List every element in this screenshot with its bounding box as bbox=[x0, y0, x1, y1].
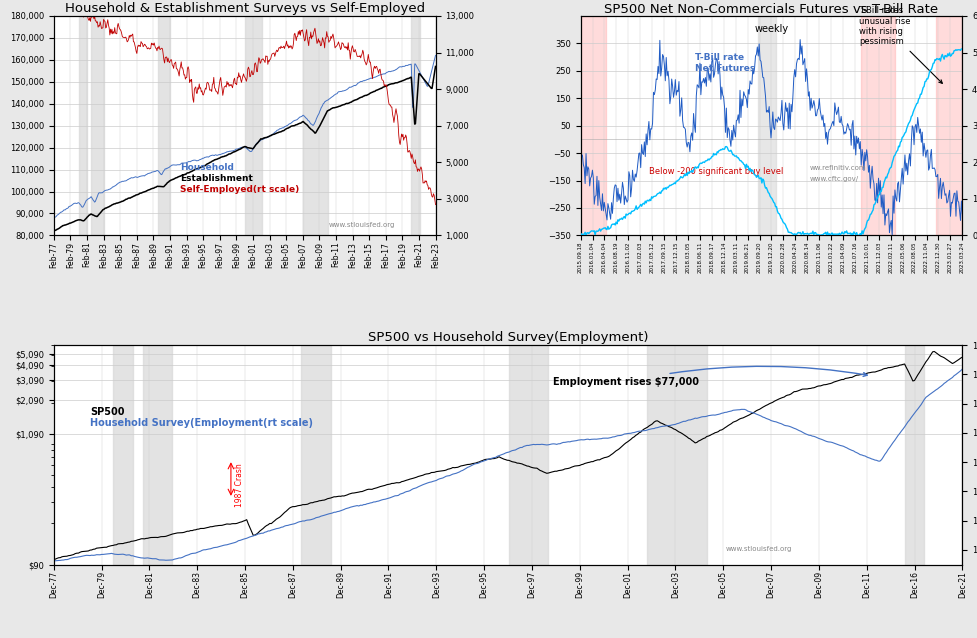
Bar bbox=[648, 345, 706, 565]
Bar bbox=[91, 16, 104, 235]
Bar bbox=[113, 345, 133, 565]
Bar bbox=[303, 16, 328, 235]
Bar bbox=[861, 16, 895, 235]
Bar bbox=[936, 16, 962, 235]
Bar bbox=[245, 16, 262, 235]
Bar bbox=[79, 16, 87, 235]
Bar bbox=[411, 16, 419, 235]
Text: www.stlouisfed.org: www.stlouisfed.org bbox=[726, 547, 792, 553]
Bar bbox=[143, 345, 173, 565]
Text: www.stlouisfed.org: www.stlouisfed.org bbox=[328, 221, 395, 228]
Bar bbox=[758, 16, 777, 235]
Text: Establishment: Establishment bbox=[180, 174, 253, 182]
Title: Household & Establishment Surveys vs Self-Employed: Household & Establishment Surveys vs Sel… bbox=[64, 2, 425, 15]
Title: SP500 Net Non-Commercials Futures vs T-Bill Rate: SP500 Net Non-Commercials Futures vs T-B… bbox=[605, 3, 939, 16]
Text: 1987 Crash: 1987 Crash bbox=[235, 464, 244, 507]
Text: Self-Employed(rt scale): Self-Employed(rt scale) bbox=[180, 184, 299, 193]
Bar bbox=[905, 345, 924, 565]
Title: SP500 vs Household Survey(Employment): SP500 vs Household Survey(Employment) bbox=[367, 331, 649, 344]
Text: weekly: weekly bbox=[754, 24, 788, 34]
Text: www.cftc.gov/: www.cftc.gov/ bbox=[810, 175, 859, 182]
Text: Below -200 significant buy level: Below -200 significant buy level bbox=[650, 167, 784, 176]
Bar bbox=[509, 345, 548, 565]
Text: Household Survey(Employment(rt scale): Household Survey(Employment(rt scale) bbox=[90, 419, 313, 428]
Text: T-Bill rates
unusual rise
with rising
pessimism: T-Bill rates unusual rise with rising pe… bbox=[859, 6, 942, 84]
Text: T-Bill rate
Net Futures: T-Bill rate Net Futures bbox=[695, 54, 755, 73]
Bar bbox=[301, 345, 331, 565]
Bar bbox=[580, 16, 606, 235]
Text: SP500: SP500 bbox=[90, 408, 125, 417]
Text: Household: Household bbox=[180, 163, 234, 172]
Text: Employment rises $77,000: Employment rises $77,000 bbox=[553, 366, 868, 387]
Text: ww.refinitiv.com: ww.refinitiv.com bbox=[810, 165, 867, 170]
Bar bbox=[157, 16, 170, 235]
